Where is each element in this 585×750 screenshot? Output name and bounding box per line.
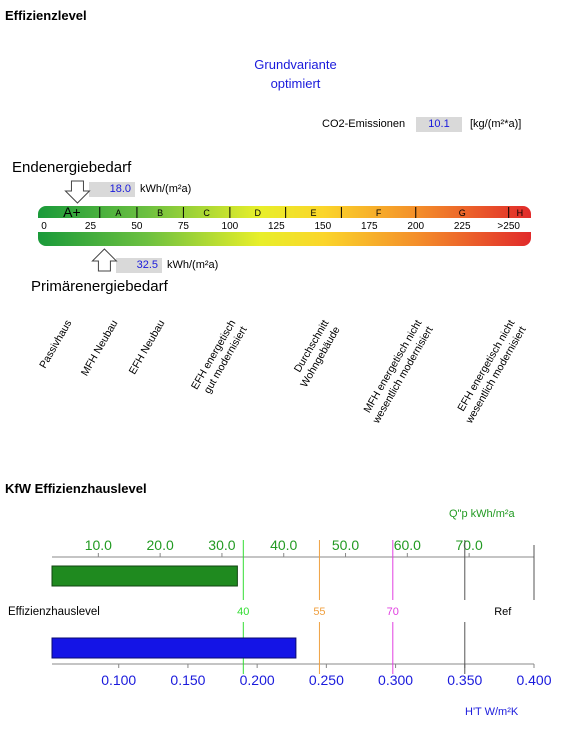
ht-tick-label: 0.250 xyxy=(309,672,344,688)
qp-axis-label: Q"p kWh/m²a xyxy=(449,508,515,520)
class-label: A xyxy=(115,208,121,218)
variant-line-1: Grundvariante xyxy=(254,57,337,72)
scale-tick-label: 125 xyxy=(268,221,285,232)
qp-tick-label: 50.0 xyxy=(332,537,359,553)
endenergie-unit: kWh/(m²a) xyxy=(140,183,192,195)
class-label: C xyxy=(203,208,210,218)
class-label: F xyxy=(376,208,382,218)
scale-tick-label: 225 xyxy=(454,221,471,232)
qp-tick-label: 40.0 xyxy=(270,537,297,553)
co2-label: CO2-Emissionen xyxy=(322,118,406,130)
scale-tick-label: 100 xyxy=(222,221,239,232)
ht-tick-label: 0.400 xyxy=(516,672,551,688)
kfw-level-label: 55 xyxy=(313,606,325,618)
scale-tick-label: 200 xyxy=(407,221,424,232)
class-label: E xyxy=(311,208,317,218)
scale-tick-strip xyxy=(38,218,531,232)
kfw-level-label: 70 xyxy=(387,606,399,618)
ht-tick-label: 0.100 xyxy=(101,672,136,688)
qp-tick-label: 30.0 xyxy=(208,537,235,553)
scale-tick-label: >250 xyxy=(497,221,520,232)
scale-tick-label: 150 xyxy=(314,221,331,232)
qp-tick-label: 70.0 xyxy=(455,537,482,553)
class-label: H xyxy=(517,208,524,218)
endenergie-value: 18.0 xyxy=(89,182,135,197)
endenergie-arrow xyxy=(64,180,91,204)
variant-line-2: optimiert xyxy=(270,76,321,91)
primaer-label: Primärenergiebedarf xyxy=(31,278,168,295)
co2-value: 10.1 xyxy=(416,117,462,132)
ht-tick-label: 0.150 xyxy=(170,672,205,688)
class-label: A+ xyxy=(63,204,81,220)
ht-axis-label: H'T W/m²K xyxy=(465,706,519,718)
ht-tick-label: 0.350 xyxy=(447,672,482,688)
scale-tick-label: 0 xyxy=(41,221,47,232)
scale-tick-label: 50 xyxy=(131,221,143,232)
variant-title: Grundvariante optimiert xyxy=(0,55,585,93)
primaer-value: 32.5 xyxy=(116,258,162,273)
scale-tick-label: 175 xyxy=(361,221,378,232)
scale-tick-label: 25 xyxy=(85,221,97,232)
kfw-level-label: 40 xyxy=(237,606,249,618)
ht-tick-label: 0.300 xyxy=(378,672,413,688)
class-label: G xyxy=(459,208,466,218)
qp-tick-label: 10.0 xyxy=(85,537,112,553)
kfw-row-label: Effizienzhauslevel xyxy=(8,606,100,618)
class-label: D xyxy=(255,208,262,218)
section-title-effizienz: Effizienzlevel xyxy=(5,8,87,23)
section-title-kfw: KfW Effizienzhauslevel xyxy=(5,481,147,496)
kfw-level-label: Ref xyxy=(494,606,512,618)
primaer-arrow xyxy=(91,248,118,272)
co2-unit: [kg/(m²*a)] xyxy=(470,118,522,130)
ht-tick-label: 0.200 xyxy=(240,672,275,688)
endenergie-label: Endenergiebedarf xyxy=(12,159,132,176)
qp-tick-label: 20.0 xyxy=(147,537,174,553)
energy-scale-chart: A+ A B C D E F G H 0 25 50 75 100 125 150 175 200 225 >250 xyxy=(38,180,531,272)
scale-tick-label: 75 xyxy=(178,221,190,232)
primaer-unit: kWh/(m²a) xyxy=(167,259,219,271)
ht-bar xyxy=(51,637,297,659)
qp-tick-label: 60.0 xyxy=(394,537,421,553)
qp-bar xyxy=(51,565,238,587)
class-label: B xyxy=(157,208,163,218)
